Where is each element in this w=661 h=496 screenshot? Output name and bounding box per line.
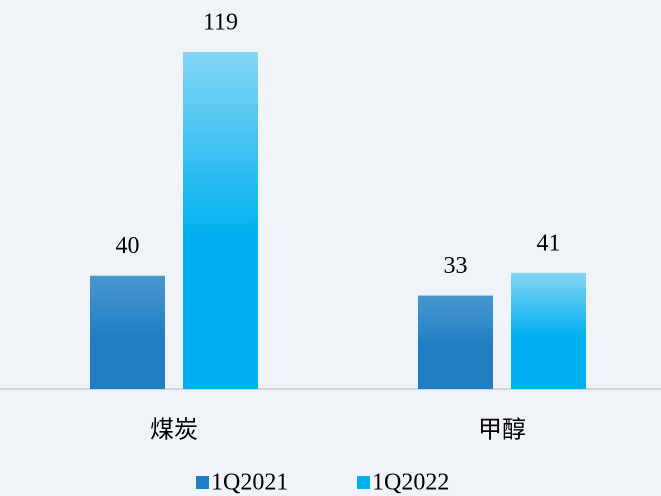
legend-swatch <box>196 476 209 489</box>
bar <box>418 295 493 389</box>
x-tick-label: 甲醇 <box>478 417 526 444</box>
data-label: 119 <box>203 10 238 36</box>
legend-label: 1Q2021 <box>211 470 288 496</box>
legend-label: 1Q2022 <box>372 470 449 496</box>
x-tick-label: 煤炭 <box>150 417 198 444</box>
bar <box>183 52 258 389</box>
bar <box>511 272 586 389</box>
data-label: 33 <box>444 253 468 279</box>
legend-swatch <box>357 476 370 489</box>
data-label: 41 <box>537 230 561 256</box>
data-label: 40 <box>116 233 140 259</box>
bar <box>90 275 165 389</box>
